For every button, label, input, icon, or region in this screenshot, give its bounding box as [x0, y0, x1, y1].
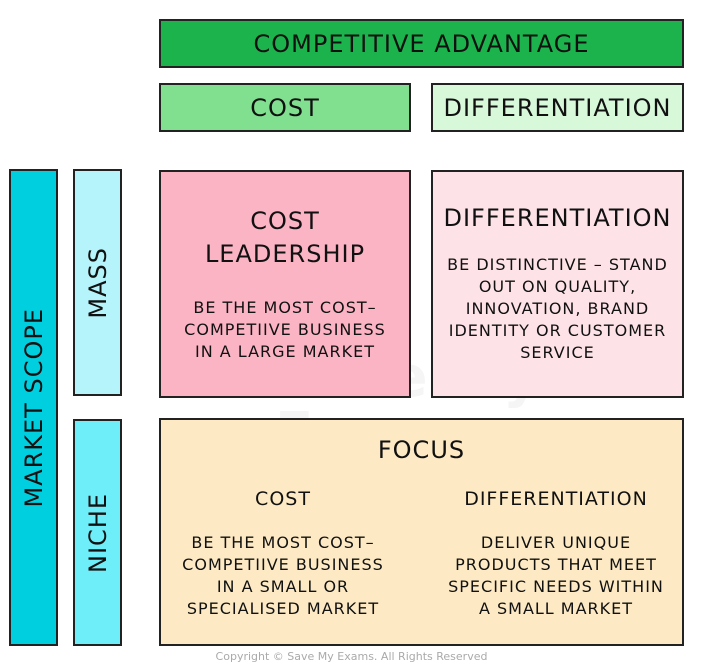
copyright: Copyright © Save My Exams. All Rights Re… — [215, 650, 488, 663]
market-scope-label: MARKET SCOPE — [9, 169, 58, 646]
focus-differentiation-desc: DELIVER UNIQUE PRODUCTS THAT MEET SPECIFIC… — [448, 533, 664, 618]
mass-label: MASS — [73, 169, 122, 396]
niche-text: NICHE — [83, 492, 112, 573]
differentiation-desc: BE DISTINCTIVE – STAND OUT ON QUALITY, INN… — [447, 255, 668, 362]
competitive-advantage-header: COMPETITIVE ADVANTAGE — [159, 19, 684, 68]
differentiation-cell: DIFFERENTIATION BE DISTINCTIVE – STAND OU… — [431, 170, 684, 398]
focus-differentiation: DIFFERENTIATION DELIVER UNIQUE PRODUCTS T… — [429, 488, 683, 620]
focus-cost-desc: BE THE MOST COST– COMPETIIVE BUSINESS IN A… — [182, 533, 384, 618]
focus-cell: FOCUS COST BE THE MOST COST– COMPETIIVE B… — [159, 418, 684, 646]
niche-label: NICHE — [73, 419, 122, 646]
cost-leadership-cell: COST LEADERSHIP BE THE MOST COST– COMPETII… — [159, 170, 411, 398]
differentiation-title: DIFFERENTIATION — [443, 204, 672, 232]
market-scope-text: MARKET SCOPE — [19, 307, 48, 508]
cost-header: COST — [159, 83, 411, 132]
focus-differentiation-title: DIFFERENTIATION — [464, 488, 648, 510]
focus-cost: COST BE THE MOST COST– COMPETIIVE BUSINES… — [161, 488, 405, 620]
mass-text: MASS — [83, 246, 112, 319]
cost-leadership-desc: BE THE MOST COST– COMPETIIVE BUSINESS IN A… — [184, 298, 386, 361]
focus-cost-title: COST — [255, 488, 311, 510]
focus-title: FOCUS — [377, 436, 466, 464]
differentiation-header: DIFFERENTIATION — [431, 83, 684, 132]
cost-leadership-title: COST LEADERSHIP — [204, 207, 366, 268]
